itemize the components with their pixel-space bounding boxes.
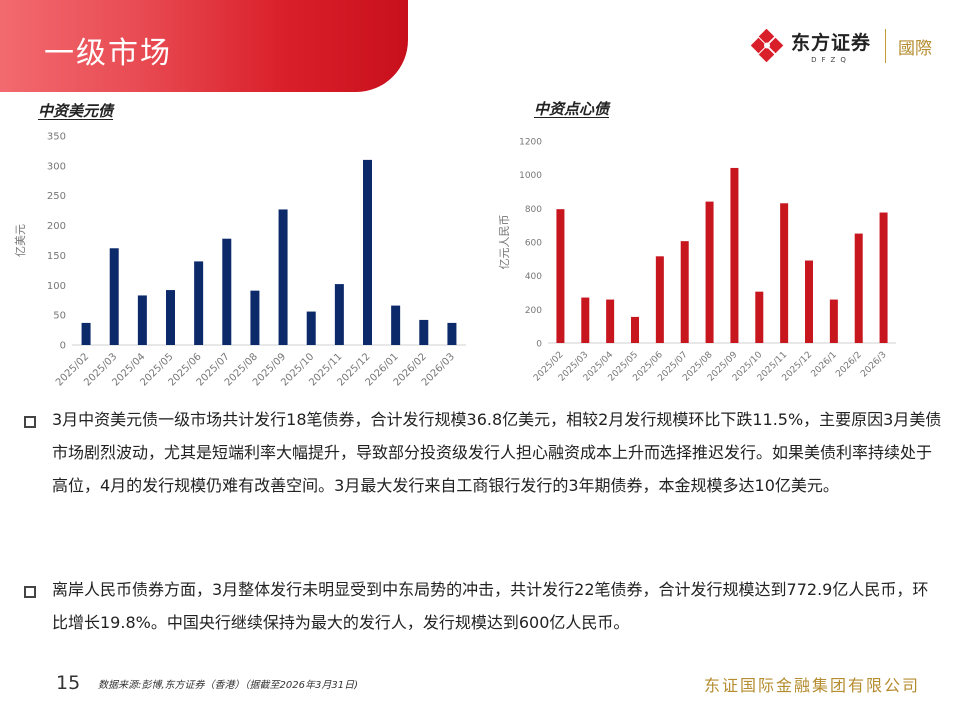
- company-name: 东证国际金融集团有限公司: [703, 676, 920, 695]
- y-tick-label: 200: [525, 306, 542, 316]
- bullet-1: [24, 416, 36, 428]
- bar: [705, 201, 714, 343]
- bar: [166, 290, 175, 345]
- bar: [419, 319, 429, 345]
- bar: [556, 209, 565, 343]
- y-tick-label: 1200: [519, 138, 542, 148]
- page-number: 15: [56, 672, 81, 694]
- bar: [109, 248, 119, 345]
- bar: [730, 167, 739, 343]
- diamond-logo-icon: [750, 29, 784, 63]
- bar: [194, 261, 204, 345]
- bar: [780, 203, 789, 343]
- y-tick-label: 250: [47, 191, 66, 202]
- y-axis-label: 亿美元: [14, 224, 27, 257]
- logo-name-cn: 东方证券: [790, 32, 871, 54]
- bar: [680, 241, 689, 343]
- y-axis-label: 亿元人民币: [498, 215, 511, 270]
- x-tick-label: 2026/1: [810, 350, 839, 379]
- y-tick-label: 1000: [519, 171, 542, 181]
- x-tick-label: 2026/3: [859, 350, 888, 379]
- y-tick-label: 200: [47, 221, 66, 232]
- bar: [854, 233, 863, 343]
- y-tick-label: 0: [536, 340, 542, 350]
- y-tick-label: 0: [60, 341, 66, 352]
- bar: [391, 305, 401, 345]
- bar: [606, 299, 615, 343]
- bar: [363, 159, 372, 345]
- bar: [250, 290, 260, 345]
- bar: [631, 316, 639, 343]
- dimsum-bond-chart-title: 中资点心债: [534, 100, 610, 118]
- y-tick-label: 400: [525, 272, 542, 282]
- bar: [755, 291, 764, 343]
- y-tick-label: 300: [47, 161, 66, 172]
- y-tick-label: 600: [525, 239, 542, 249]
- y-tick-label: 150: [47, 251, 66, 262]
- header-banner: 一级市场: [0, 0, 408, 92]
- bullet-2: [24, 586, 36, 598]
- y-tick-label: 800: [525, 205, 542, 215]
- y-tick-label: 350: [47, 132, 66, 143]
- data-source: 数据来源:彭博,东方证券（香港）（据截至2026年3月31日): [98, 680, 358, 691]
- bar: [334, 284, 344, 345]
- dimsum-bond-chart: 020040060080010001200亿元人民币2025/022025/03…: [498, 138, 896, 384]
- bar: [655, 256, 664, 343]
- bar: [222, 238, 232, 345]
- bar: [81, 322, 91, 345]
- logo-divider: [885, 29, 886, 63]
- bar: [447, 322, 457, 345]
- paragraph-cnh-bond: 离岸人民币债券方面，3月整体发行未明显受到中东局势的冲击，共计发行22笔债券，合…: [52, 580, 929, 632]
- usd-bond-chart: 050100150200250300350亿美元2025/022025/0320…: [14, 132, 466, 388]
- bar: [879, 212, 888, 343]
- bar: [829, 299, 838, 343]
- logo-intl: 國際: [898, 38, 932, 59]
- bar: [278, 209, 288, 345]
- paragraph-usd-bond: 3月中资美元债一级市场共计发行18笔债券，合计发行规模36.8亿美元，相较2月发…: [52, 410, 942, 495]
- logo-name-en: DFZQ: [811, 56, 851, 64]
- usd-bond-chart-title: 中资美元债: [38, 102, 114, 120]
- bar: [805, 260, 813, 343]
- x-tick-label: 2026/2: [834, 350, 863, 379]
- y-tick-label: 50: [53, 311, 66, 322]
- bar: [306, 311, 316, 345]
- bar: [137, 295, 147, 345]
- page-title: 一级市场: [44, 36, 172, 71]
- y-tick-label: 100: [47, 281, 66, 292]
- company-logo: 东方证券 DFZQ 國際: [750, 24, 932, 68]
- bar: [581, 297, 590, 343]
